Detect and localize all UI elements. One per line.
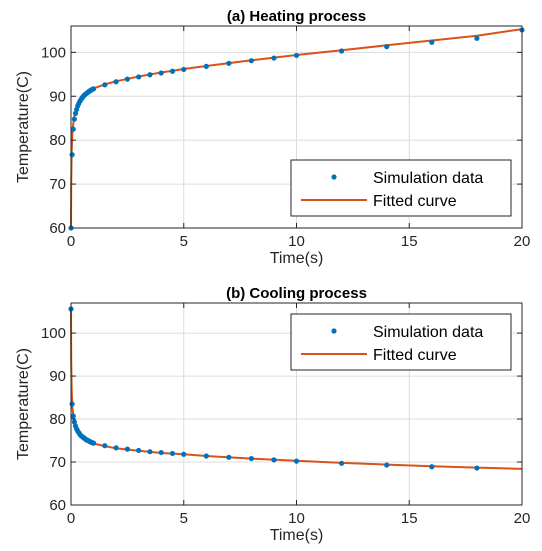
data-point [70,413,76,419]
chart-title: (a) Heating process [227,8,366,25]
data-point [203,453,209,459]
x-tick-label: 20 [514,510,531,527]
data-point [70,126,76,132]
data-point [226,60,232,66]
legend-box [290,159,512,217]
y-axis-label: Temperature(C) [15,348,32,460]
data-point [203,63,209,69]
data-point [271,457,277,463]
data-point [158,70,164,76]
legend-label: Simulation data [373,324,483,341]
data-point [69,152,75,158]
data-point [136,447,142,454]
legend: Simulation data Fitted curve [290,159,512,217]
data-point [181,451,187,457]
x-tick-label: 10 [288,233,305,250]
x-axis-label: Time(s) [270,250,324,267]
chart-panel-heating: 0 5 10 15 20 60 70 80 90 100 (a) Heating process Ti… [15,8,530,267]
data-point [169,450,176,457]
data-point [158,449,164,456]
x-tick-label: 5 [180,510,188,527]
data-point [102,82,108,88]
chart-panel-cooling: 0 5 10 15 20 60 70 80 90 100 (b) Cooling process Ti… [15,285,530,544]
y-tick-label: 60 [49,220,66,237]
data-point [339,460,345,466]
y-tick-label: 90 [49,368,66,385]
legend-label: Simulation data [373,170,483,187]
fitted-curve-line [70,28,523,229]
y-tick-label: 70 [49,176,66,193]
x-tick-label: 0 [67,510,75,527]
legend-label: Fitted curve [373,193,457,210]
data-point [226,454,232,460]
x-tick-label: 20 [514,233,531,250]
data-point [429,464,435,470]
x-tick-label: 15 [401,510,418,527]
y-tick-label: 70 [49,454,66,471]
legend-box [290,313,512,371]
legend: Simulation data Fitted curve [290,313,512,371]
data-point [102,443,108,449]
data-point [69,401,75,407]
x-tick-label: 0 [67,233,75,250]
legend-marker [331,328,337,334]
data-point [384,44,390,50]
y-tick-label: 60 [49,497,66,514]
data-point [113,79,119,85]
data-point [339,48,345,54]
y-tick-label: 80 [49,411,66,428]
data-point [113,445,119,451]
data-point [248,455,254,462]
data-point [474,35,480,41]
x-axis-label: Time(s) [270,527,324,544]
data-point [474,465,480,471]
data-point [384,462,390,468]
data-point [169,68,176,74]
data-point [90,440,97,446]
x-tick-label: 10 [288,510,305,527]
data-point [147,449,153,455]
data-point [181,66,187,73]
data-point [147,72,153,78]
data-point [271,55,277,61]
data-point [293,52,300,59]
chart-title: (b) Cooling process [226,285,367,302]
data-point [248,58,254,64]
data-point [124,446,130,452]
y-tick-label: 100 [41,325,66,342]
y-tick-label: 100 [41,44,66,61]
y-axis-label: Temperature(C) [15,71,32,183]
data-point [124,76,130,82]
legend-label: Fitted curve [373,347,457,364]
data-point [71,116,77,122]
x-tick-label: 5 [180,233,188,250]
y-tick-label: 80 [49,132,66,149]
y-tick-label: 90 [49,88,66,105]
data-point [90,86,97,92]
data-point [293,458,300,464]
data-point [429,39,435,45]
data-point [136,74,142,80]
legend-marker [331,174,337,180]
x-tick-label: 15 [401,233,418,250]
data-point [72,110,79,116]
